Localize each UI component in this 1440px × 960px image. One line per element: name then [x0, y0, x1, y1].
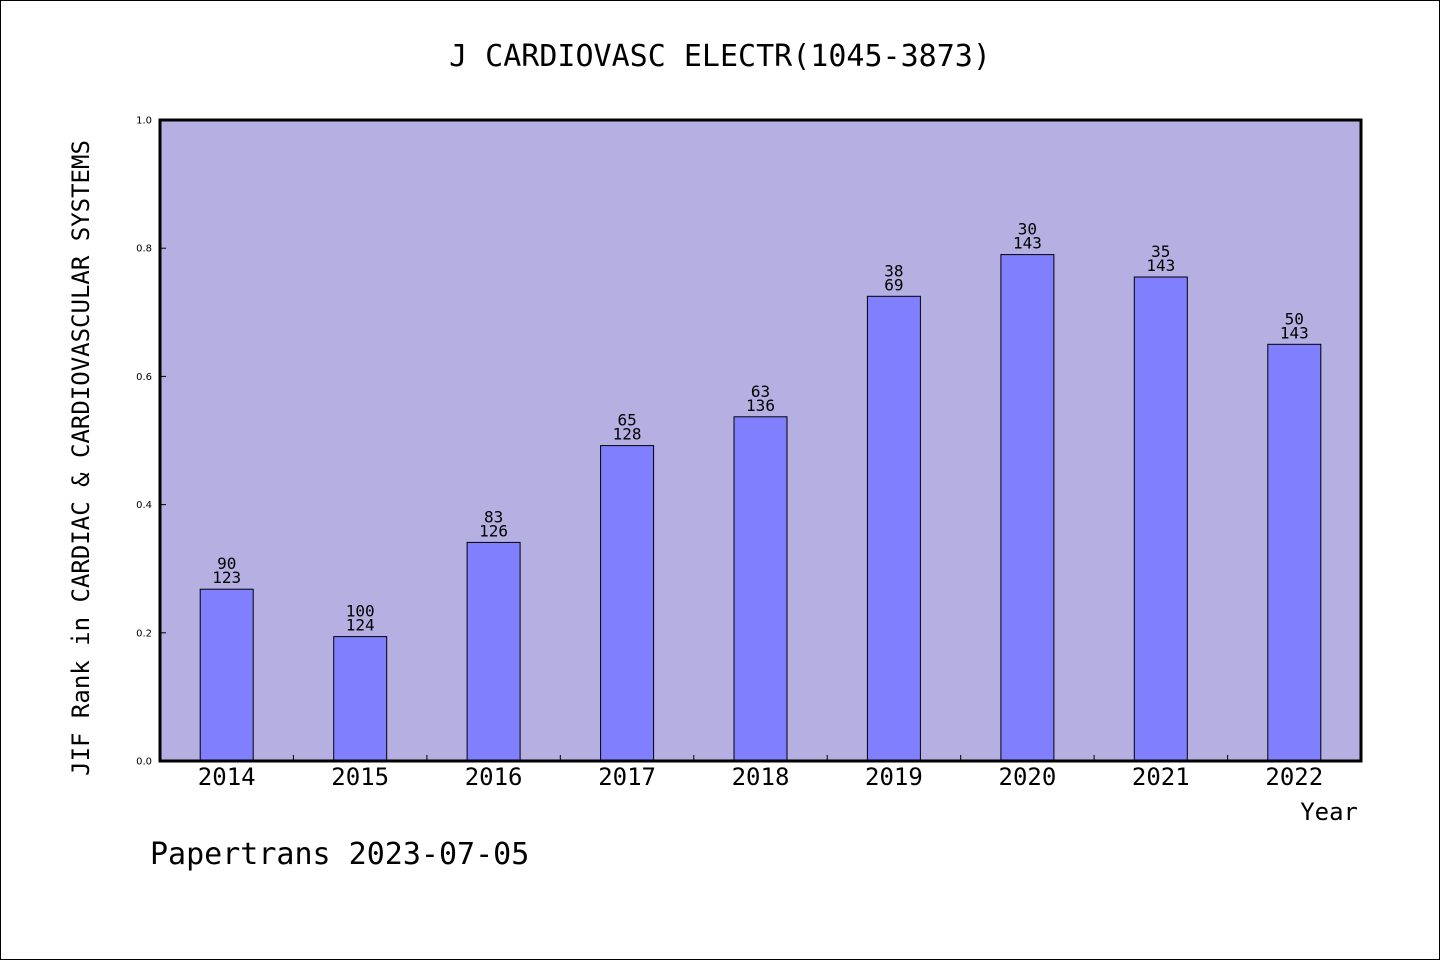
bar-label-total-2014: 123: [212, 568, 241, 587]
y-tick-label: 0.0: [136, 757, 152, 768]
plot-border: [158, 118, 1363, 763]
x-tick-label-2017: 2017: [598, 763, 656, 791]
bar-label-total-2016: 126: [479, 521, 508, 540]
x-axis-label: Year: [1300, 798, 1358, 826]
x-tick-label-2020: 2020: [999, 763, 1057, 791]
bar-label-rank-2018: 63: [751, 382, 770, 401]
y-axis-label: JIF Rank in CARDIAC & CARDIOVASCULAR SYS…: [67, 140, 95, 776]
x-tick-label-2022: 2022: [1265, 763, 1323, 791]
bar-label-rank-2020: 30: [1018, 220, 1037, 239]
bar-label-total-2021: 143: [1146, 256, 1175, 275]
bar-label-rank-2017: 65: [617, 411, 636, 430]
y-tick-label: 0.4: [136, 500, 152, 511]
bar-2018: [733, 416, 788, 762]
chart-title: J CARDIOVASC ELECTR(1045-3873): [449, 39, 991, 74]
bar-label-total-2015: 124: [346, 616, 375, 635]
y-tick-label: 0.2: [136, 628, 152, 639]
x-tick-label-2021: 2021: [1132, 763, 1190, 791]
bar-2020: [1000, 254, 1055, 762]
y-tick-label: 1.0: [136, 116, 152, 127]
y-tick-label: 0.8: [136, 244, 152, 255]
bar-2019: [866, 295, 921, 762]
bar-2016: [466, 541, 521, 762]
x-tick-label-2015: 2015: [331, 763, 389, 791]
bar-label-rank-2019: 38: [884, 261, 903, 280]
bar-label-total-2018: 136: [746, 396, 775, 415]
bar-label-rank-2022: 50: [1285, 309, 1304, 328]
bar-2022: [1267, 343, 1322, 762]
x-ticks: 2014 2015 2016 2017 2018 2019 2020 2021 2022: [198, 755, 1323, 791]
x-tick-label-2019: 2019: [865, 763, 923, 791]
bar-2014: [199, 588, 254, 762]
footer-credit: Papertrans 2023-07-05: [150, 837, 529, 872]
x-tick-label-2018: 2018: [732, 763, 790, 791]
bar-label-total-2022: 143: [1280, 323, 1309, 342]
bar-label-total-2019: 69: [884, 275, 903, 294]
bar-label-rank-2016: 83: [484, 507, 503, 526]
bar-label-rank-2015: 100: [346, 602, 375, 621]
bar-label-total-2020: 143: [1013, 234, 1042, 253]
bar-2015: [333, 636, 388, 762]
bar-2017: [600, 445, 655, 762]
bar-label-total-2017: 128: [613, 425, 642, 444]
bar-2021: [1133, 276, 1188, 762]
bar-label-rank-2014: 90: [217, 554, 236, 573]
bar-label-rank-2021: 35: [1151, 242, 1170, 261]
x-tick-label-2014: 2014: [198, 763, 256, 791]
y-tick-label: 0.6: [136, 372, 152, 383]
x-tick-label-2016: 2016: [465, 763, 523, 791]
